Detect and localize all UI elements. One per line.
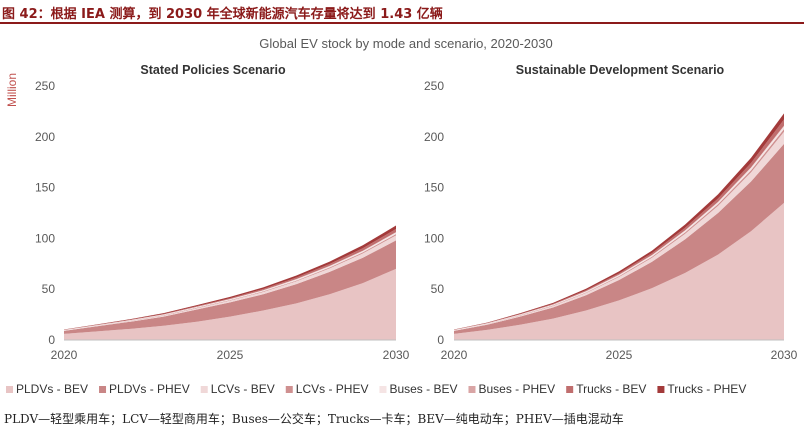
legend-label: Buses - BEV bbox=[389, 382, 457, 396]
y-tick-label: 0 bbox=[48, 333, 55, 347]
chart-legend: PLDVs - BEV PLDVs - PHEV LCVs - BEV LCVs - … bbox=[6, 382, 746, 396]
footnote: PLDV—轻型乘用车；LCV—轻型商用车；Buses—公交车；Trucks—卡车… bbox=[4, 412, 624, 426]
legend-item: LCVs - BEV bbox=[200, 382, 275, 396]
area-pldvs-bev bbox=[454, 202, 784, 340]
legend-swatch bbox=[285, 386, 293, 393]
legend-label: PLDVs - PHEV bbox=[109, 382, 190, 396]
legend-label: Buses - PHEV bbox=[478, 382, 555, 396]
panel-1: Stated Policies Scenario 0 50 100 150 200 250 2… bbox=[35, 63, 410, 362]
panel-title: Stated Policies Scenario bbox=[140, 63, 286, 77]
chart-panels: Stated Policies Scenario 0 50 100 150 200 250 2… bbox=[35, 63, 798, 362]
area-pldvs-phev bbox=[454, 143, 784, 334]
y-tick-label: 0 bbox=[437, 333, 444, 347]
figure-title: 图 42：根据 IEA 测算，到 2030 年全球新能源汽车存量将达到 1.43… bbox=[2, 7, 443, 22]
x-tick-label: 2020 bbox=[51, 348, 78, 362]
title-rule bbox=[0, 22, 804, 24]
y-tick-label: 150 bbox=[35, 181, 55, 195]
legend-label: LCVs - PHEV bbox=[296, 382, 369, 396]
legend-swatch bbox=[99, 386, 107, 393]
y-tick-label: 100 bbox=[424, 231, 444, 245]
area-pldvs-bev bbox=[64, 268, 396, 340]
chart-title: Global EV stock by mode and scenario, 20… bbox=[259, 36, 552, 51]
panel-title: Sustainable Development Scenario bbox=[516, 63, 725, 77]
legend-item: Trucks - PHEV bbox=[657, 382, 746, 396]
legend-swatch bbox=[468, 386, 476, 393]
y-axis-label: Million bbox=[5, 73, 19, 107]
y-tick-label: 50 bbox=[431, 282, 445, 296]
legend-swatch bbox=[657, 386, 665, 393]
legend-swatch bbox=[566, 386, 574, 393]
legend-label: LCVs - BEV bbox=[211, 382, 275, 396]
y-tick-label: 250 bbox=[424, 79, 444, 93]
y-tick-label: 200 bbox=[35, 130, 55, 144]
legend-item: Buses - BEV bbox=[379, 382, 457, 396]
panel-2: Sustainable Development Scenario 0 50 100 15… bbox=[424, 63, 798, 362]
legend-swatch bbox=[379, 386, 387, 393]
y-tick-label: 200 bbox=[424, 130, 444, 144]
x-tick-label: 2030 bbox=[383, 348, 410, 362]
legend-item: LCVs - PHEV bbox=[285, 382, 369, 396]
legend-label: PLDVs - BEV bbox=[16, 382, 88, 396]
legend-item: Trucks - BEV bbox=[566, 382, 646, 396]
legend-label: Trucks - BEV bbox=[576, 382, 646, 396]
legend-item: Buses - PHEV bbox=[468, 382, 555, 396]
y-tick-label: 100 bbox=[35, 231, 55, 245]
x-tick-label: 2025 bbox=[217, 348, 244, 362]
x-tick-label: 2020 bbox=[441, 348, 468, 362]
legend-item: PLDVs - BEV bbox=[6, 382, 88, 396]
legend-item: PLDVs - PHEV bbox=[99, 382, 190, 396]
x-tick-label: 2025 bbox=[606, 348, 633, 362]
area-pldvs-phev bbox=[64, 240, 396, 334]
legend-swatch bbox=[6, 386, 13, 393]
legend-label: Trucks - PHEV bbox=[667, 382, 746, 396]
y-tick-label: 50 bbox=[42, 282, 56, 296]
y-tick-label: 250 bbox=[35, 79, 55, 93]
x-tick-label: 2030 bbox=[771, 348, 798, 362]
y-tick-label: 150 bbox=[424, 181, 444, 195]
legend-swatch bbox=[200, 386, 208, 393]
